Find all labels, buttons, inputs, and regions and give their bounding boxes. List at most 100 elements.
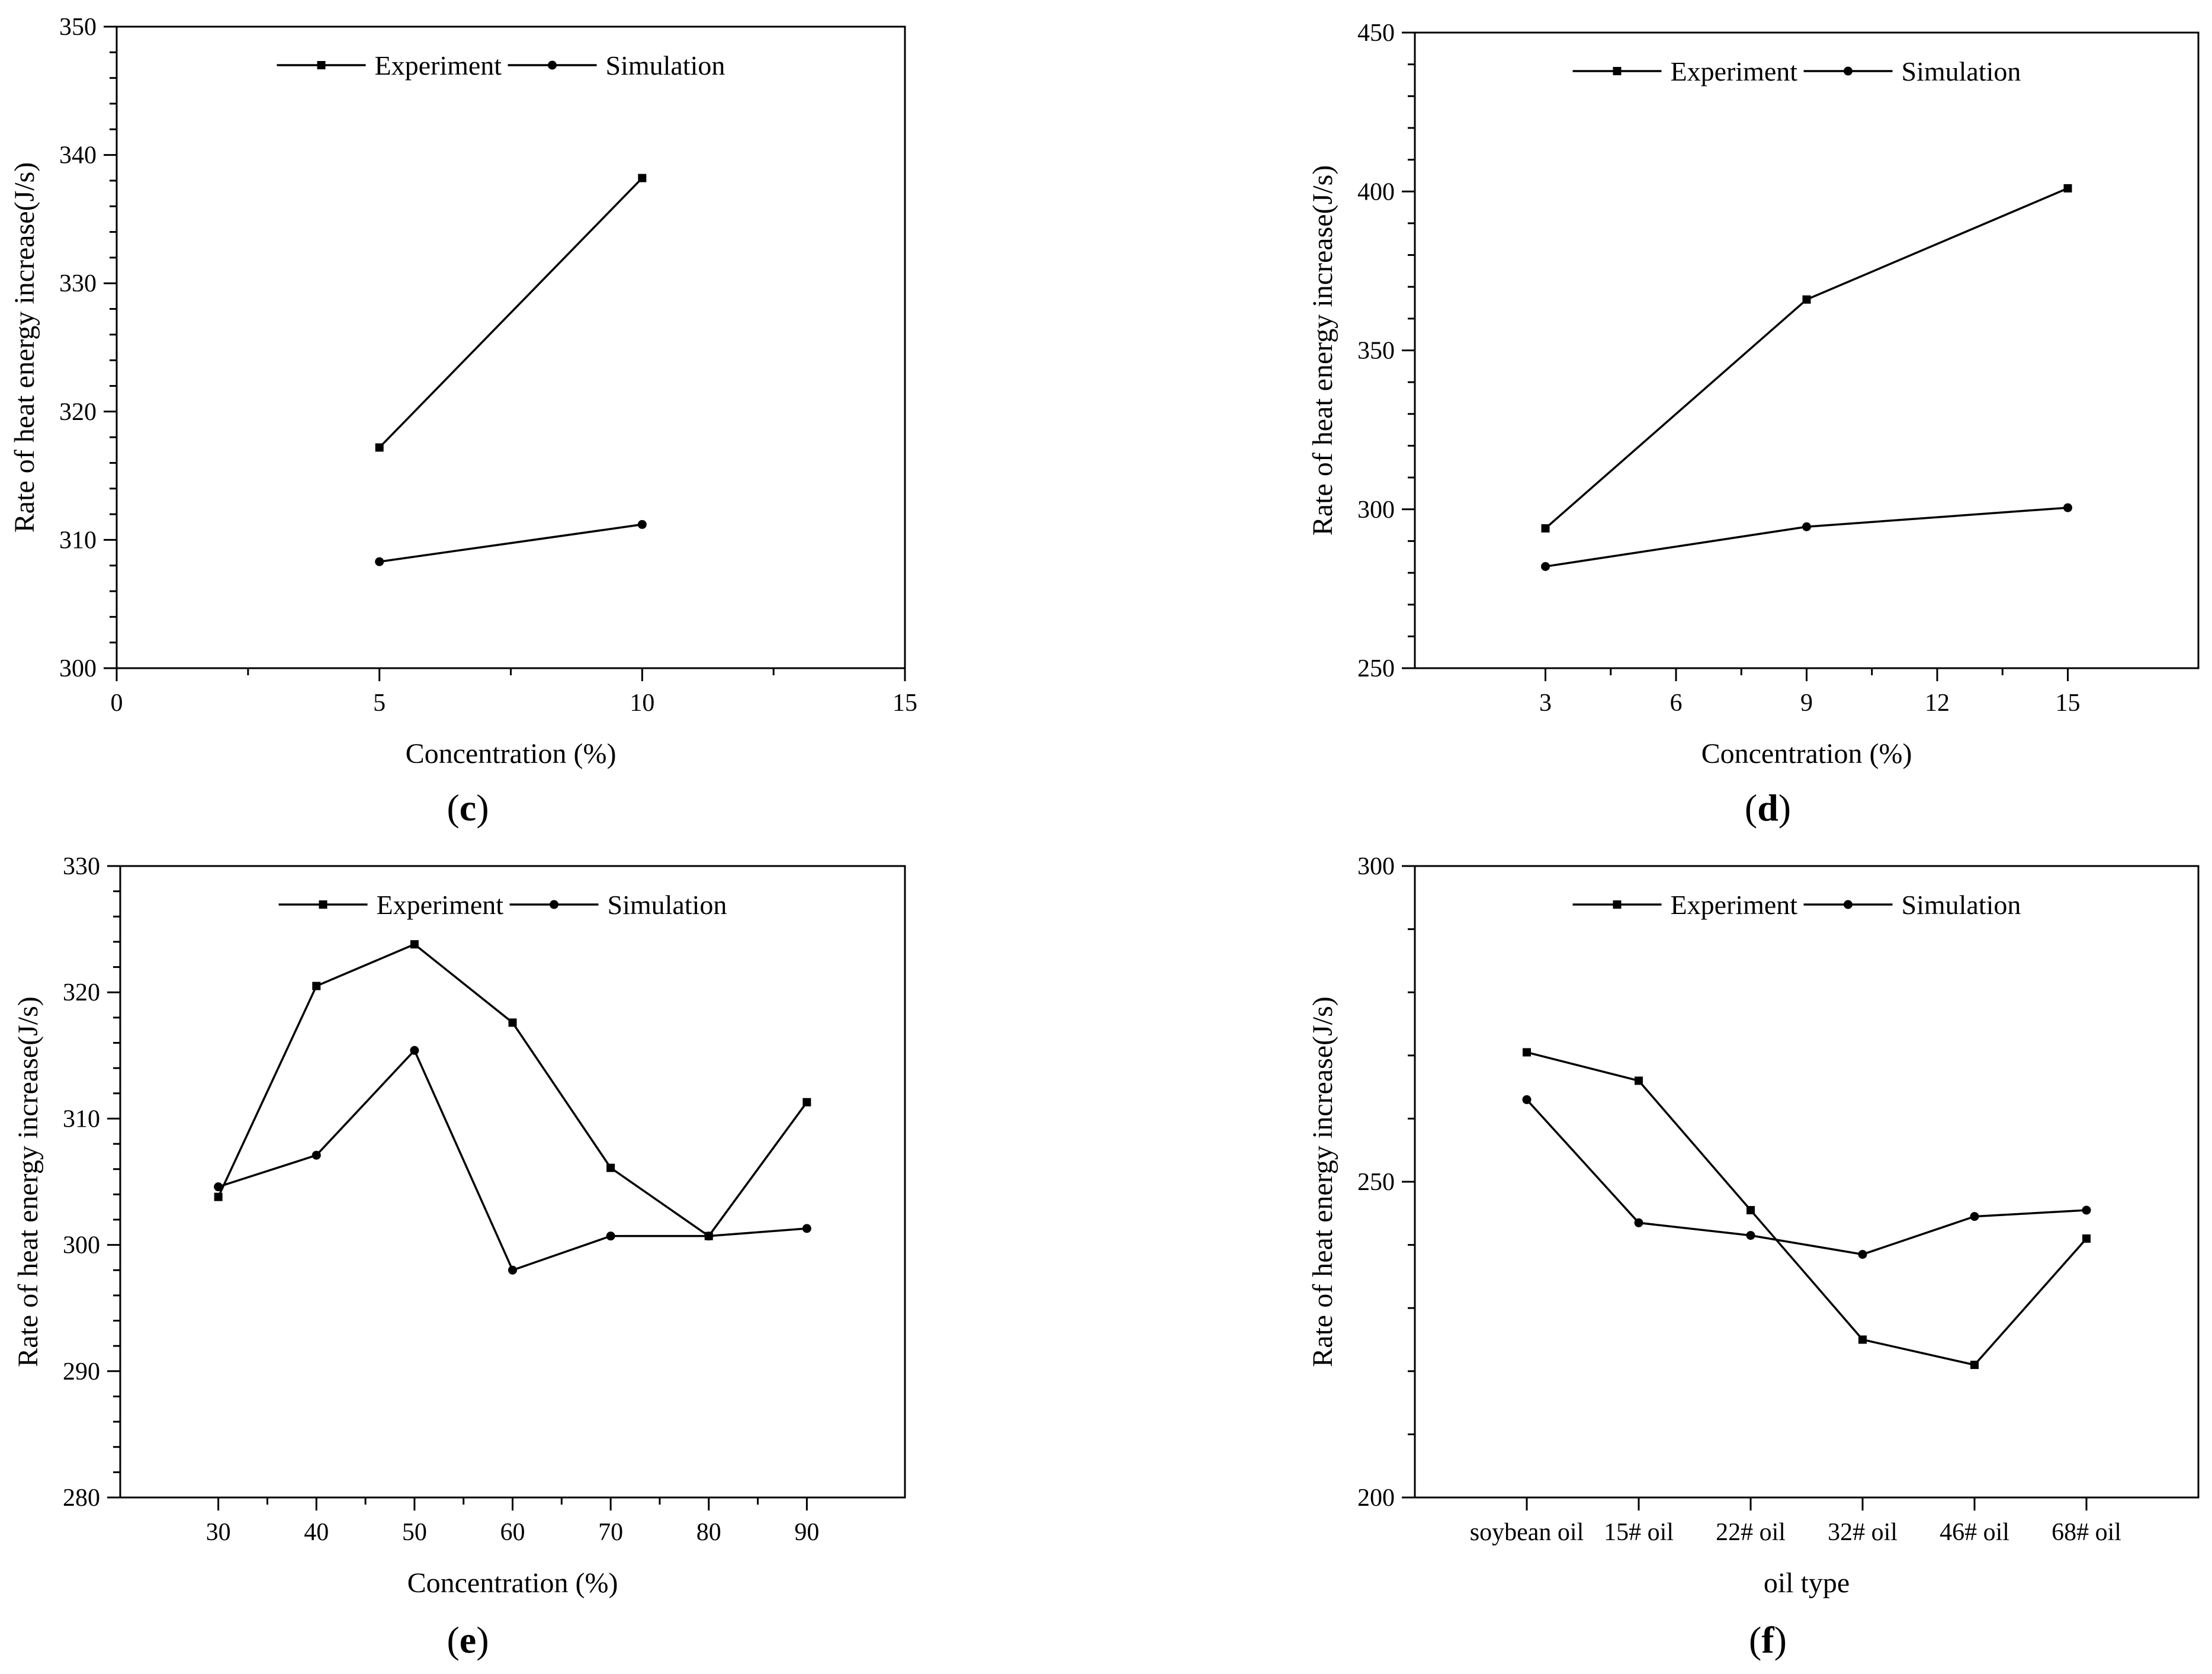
data-point-simulation	[2063, 503, 2072, 512]
x-axis-title: Concentration (%)	[406, 738, 617, 769]
data-point-experiment	[2082, 1234, 2091, 1243]
x-tick-label: 6	[1670, 690, 1683, 717]
y-tick-label: 400	[1357, 178, 1395, 206]
x-tick-label: 3	[1539, 690, 1552, 717]
x-tick-label: 0	[111, 690, 123, 717]
x-tick-label: 22# oil	[1716, 1519, 1786, 1546]
panel-label-letter: c	[460, 787, 476, 829]
data-point-simulation	[508, 1265, 517, 1275]
panel-label-close: )	[1778, 787, 1791, 829]
data-point-simulation	[214, 1182, 223, 1192]
panel-label-close: )	[476, 787, 489, 829]
legend-label-simulation: Simulation	[1902, 56, 2021, 86]
y-tick-label: 290	[63, 1358, 100, 1386]
series-line-experiment	[1545, 187, 2069, 530]
legend-marker-simulation	[1844, 900, 1853, 909]
data-point-simulation	[312, 1150, 321, 1160]
data-point-simulation	[1858, 1250, 1867, 1259]
legend-marker-simulation	[1844, 66, 1853, 76]
panel-label-open: (	[447, 787, 459, 829]
y-tick-label: 330	[59, 270, 97, 297]
legend-label-simulation: Simulation	[1902, 890, 2021, 920]
data-point-experiment	[2063, 184, 2072, 193]
data-point-experiment	[1802, 295, 1811, 304]
data-point-experiment	[1635, 1076, 1643, 1085]
data-point-experiment	[638, 174, 647, 182]
y-tick-label: 280	[63, 1484, 100, 1512]
series-line-simulation	[1545, 506, 2068, 568]
panel-label-close: )	[1774, 1619, 1787, 1661]
data-point-experiment	[214, 1192, 223, 1201]
x-tick-label: 15# oil	[1604, 1519, 1674, 1546]
series-line-experiment	[217, 943, 808, 1238]
x-tick-label: 12	[1925, 690, 1950, 717]
panel-label-open: (	[1749, 1619, 1761, 1661]
legend-label-experiment: Experiment	[377, 890, 504, 920]
panel-label-open: (	[1745, 787, 1757, 829]
y-axis-title: Rate of heat energy increase(J/s)	[9, 162, 40, 533]
y-tick-label: 250	[1357, 1169, 1395, 1196]
panel-label-letter: e	[460, 1619, 476, 1661]
chart-panel-e: 280 290 300 310 320 330 30 40 50 60 70 80 90 Concentr…	[12, 853, 906, 1661]
panel-label: (e)	[447, 1619, 489, 1661]
x-tick-label: 50	[402, 1519, 427, 1546]
x-tick-label: 60	[500, 1519, 525, 1546]
legend-marker-simulation	[550, 900, 558, 909]
legend-label-experiment: Experiment	[1671, 56, 1798, 86]
data-point-experiment	[1541, 524, 1550, 533]
data-point-simulation	[1970, 1212, 1979, 1221]
y-tick-label: 300	[1357, 496, 1395, 524]
legend-label-simulation: Simulation	[608, 890, 727, 920]
data-point-simulation	[1634, 1218, 1643, 1227]
y-tick-label: 320	[59, 399, 97, 426]
plot-frame	[115, 25, 906, 669]
x-tick-label: 46# oil	[1940, 1519, 2009, 1546]
y-tick-label: 320	[63, 979, 100, 1006]
panel-label: (c)	[447, 787, 489, 829]
data-point-experiment	[375, 443, 384, 452]
plot-frame	[1414, 865, 2200, 1499]
chart-panel-d: 250 300 350 400 450 3 6 9 12 15 Concentration (%) R…	[1307, 20, 2200, 829]
y-tick-label: 350	[59, 14, 97, 41]
chart-panel-f: 200 250 300 soybean oil 15# oil 22# oil 32# oi…	[1307, 853, 2200, 1661]
x-tick-label: 32# oil	[1828, 1519, 1898, 1546]
panel-label: (d)	[1745, 787, 1791, 829]
x-axis-title: oil type	[1764, 1567, 1850, 1599]
y-axis-title: Rate of heat energy increase(J/s)	[1307, 996, 1338, 1367]
x-tick-label: 15	[2056, 690, 2081, 717]
x-tick-label: 10	[630, 690, 654, 717]
data-point-simulation	[1802, 522, 1811, 531]
y-tick-label: 310	[59, 527, 97, 554]
series-line-experiment	[378, 177, 643, 448]
y-axis-title: Rate of heat energy increase(J/s)	[1307, 165, 1338, 536]
y-tick-label: 310	[63, 1105, 100, 1133]
plot-frame	[119, 865, 906, 1499]
data-point-experiment	[508, 1018, 517, 1027]
y-axis-title: Rate of heat energy increase(J/s)	[12, 996, 44, 1367]
legend-label-experiment: Experiment	[1671, 890, 1798, 920]
data-point-experiment	[1970, 1361, 1979, 1370]
data-point-simulation	[704, 1232, 714, 1241]
y-tick-label: 450	[1357, 20, 1395, 47]
data-point-experiment	[802, 1098, 811, 1107]
y-tick-label: 330	[63, 853, 100, 880]
x-axis-title: Concentration (%)	[407, 1567, 618, 1599]
data-point-experiment	[1747, 1205, 1755, 1214]
panel-label-letter: f	[1761, 1619, 1774, 1661]
y-tick-label: 250	[1357, 655, 1395, 682]
y-tick-label: 300	[63, 1232, 100, 1259]
y-tick-label: 200	[1357, 1484, 1395, 1512]
x-axis-title: Concentration (%)	[1701, 738, 1912, 769]
data-point-simulation	[802, 1224, 811, 1233]
data-point-simulation	[410, 1046, 419, 1055]
series-line-simulation	[379, 523, 643, 563]
series-line-experiment	[1526, 1051, 2088, 1367]
x-tick-label: 15	[892, 690, 917, 717]
data-point-simulation	[2082, 1205, 2091, 1215]
data-point-experiment	[1523, 1048, 1531, 1057]
x-tick-label: soybean oil	[1470, 1519, 1584, 1546]
y-tick-label: 300	[59, 655, 97, 682]
panel-label: (f)	[1749, 1619, 1787, 1661]
legend-marker-experiment	[1613, 900, 1622, 909]
